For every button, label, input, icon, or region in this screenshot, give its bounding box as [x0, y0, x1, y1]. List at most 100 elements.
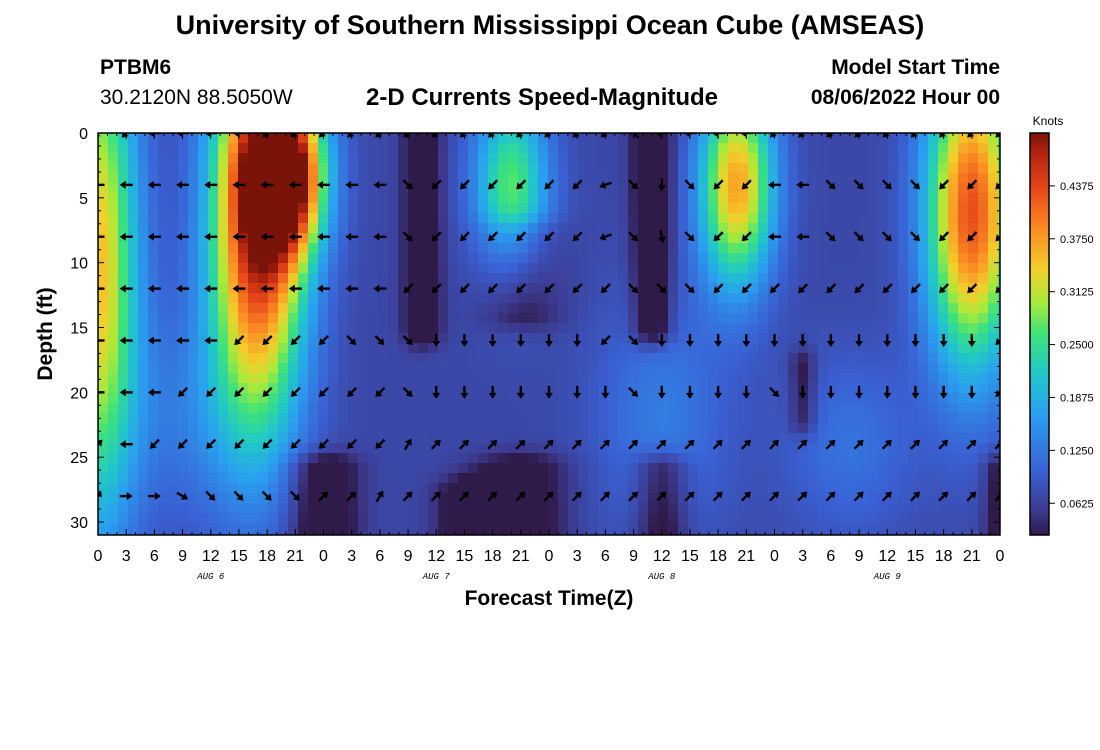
heatmap-cell [238, 393, 249, 404]
heatmap-cell [428, 163, 439, 174]
heatmap-cell [898, 393, 909, 404]
heatmap-cell [988, 333, 999, 344]
heatmap-cell [928, 183, 939, 194]
heatmap-cell [668, 233, 679, 244]
heatmap-cell [328, 213, 339, 224]
heatmap-cell [128, 233, 139, 244]
heatmap-cell [718, 243, 729, 254]
heatmap-cell [838, 363, 849, 374]
heatmap-cell [668, 193, 679, 204]
heatmap-cell [348, 483, 359, 494]
heatmap-cell [298, 143, 309, 154]
current-vector-arrow [572, 283, 583, 294]
heatmap-cell [358, 183, 369, 194]
current-vector-arrow [599, 439, 610, 450]
heatmap-cell [128, 153, 139, 164]
heatmap-cell [648, 173, 659, 184]
heatmap-cell [368, 533, 379, 535]
heatmap-cell [248, 253, 259, 264]
heatmap-cell [358, 223, 369, 234]
current-vector-arrow [714, 385, 723, 399]
heatmap-cell [598, 483, 609, 494]
current-vector-arrow [402, 231, 413, 242]
heatmap-cell [998, 243, 1000, 254]
current-vector-arrow [149, 438, 160, 449]
heatmap-cell [378, 223, 389, 234]
heatmap-cell [518, 273, 529, 284]
heatmap-cell [878, 463, 889, 474]
heatmap-cell [428, 303, 439, 314]
heatmap-cell [608, 223, 619, 234]
heatmap-cell [618, 393, 629, 404]
heatmap-cell [888, 133, 899, 144]
heatmap-cell [568, 303, 579, 314]
heatmap-cell [928, 253, 939, 264]
heatmap-cell [428, 243, 439, 254]
heatmap-cell [468, 273, 479, 284]
current-vector-arrow [402, 386, 413, 397]
heatmap-cell [258, 473, 269, 484]
heatmap-cell [388, 353, 399, 364]
current-vector-arrow [740, 491, 751, 502]
heatmap-cell [228, 343, 239, 354]
heatmap-cell [568, 413, 579, 424]
heatmap-cell [678, 143, 689, 154]
heatmap-cell [988, 273, 999, 284]
heatmap-cell [788, 133, 799, 144]
heatmap-cell [848, 143, 859, 154]
heatmap-cell [658, 173, 669, 184]
heatmap-cell [768, 523, 779, 534]
heatmap-cell [658, 193, 669, 204]
heatmap-cell [948, 423, 959, 434]
heatmap-cell [778, 173, 789, 184]
heatmap-cell [98, 453, 109, 464]
heatmap-cell [798, 483, 809, 494]
heatmap-cell [128, 453, 139, 464]
heatmap-cell [818, 323, 829, 334]
heatmap-cell [748, 493, 759, 504]
heatmap-cell [828, 263, 839, 274]
heatmap-cell [968, 323, 979, 334]
current-vector-arrow [939, 283, 950, 294]
heatmap-cell [548, 373, 559, 384]
heatmap-cell [118, 353, 129, 364]
heatmap-cell [978, 213, 989, 224]
heatmap-cell [448, 323, 459, 334]
heatmap-cell [138, 243, 149, 254]
heatmap-cell [678, 153, 689, 164]
heatmap-cell [398, 403, 409, 414]
heatmap-cell [658, 493, 669, 504]
heatmap-cell [608, 153, 619, 164]
heatmap-cell [178, 453, 189, 464]
heatmap-cell [748, 183, 759, 194]
heatmap-cell [938, 413, 949, 424]
heatmap-cell [968, 383, 979, 394]
heatmap-cell [588, 153, 599, 164]
heatmap-cell [208, 253, 219, 264]
heatmap-cell [278, 353, 289, 364]
heatmap-cell [438, 423, 449, 434]
heatmap-cell [958, 293, 969, 304]
heatmap-cell [608, 463, 619, 474]
heatmap-cell [988, 143, 999, 154]
heatmap-cell [478, 463, 489, 474]
heatmap-cell [218, 503, 229, 514]
heatmap-cell [418, 253, 429, 264]
heatmap-cell [268, 503, 279, 514]
heatmap-cell [888, 193, 899, 204]
heatmap-cell [638, 463, 649, 474]
current-vector-arrow [825, 439, 836, 450]
heatmap-cell [778, 233, 789, 244]
heatmap-cell [928, 383, 939, 394]
current-vector-arrow [459, 179, 470, 190]
heatmap-cell [408, 223, 419, 234]
heatmap-cell [698, 253, 709, 264]
heatmap-cell [418, 443, 429, 454]
heatmap-cell [288, 423, 299, 434]
heatmap-cell [278, 333, 289, 344]
heatmap-cell [378, 253, 389, 264]
heatmap-cell [228, 393, 239, 404]
heatmap-cell [678, 403, 689, 414]
heatmap-cell [468, 403, 479, 414]
heatmap-cell [568, 213, 579, 224]
